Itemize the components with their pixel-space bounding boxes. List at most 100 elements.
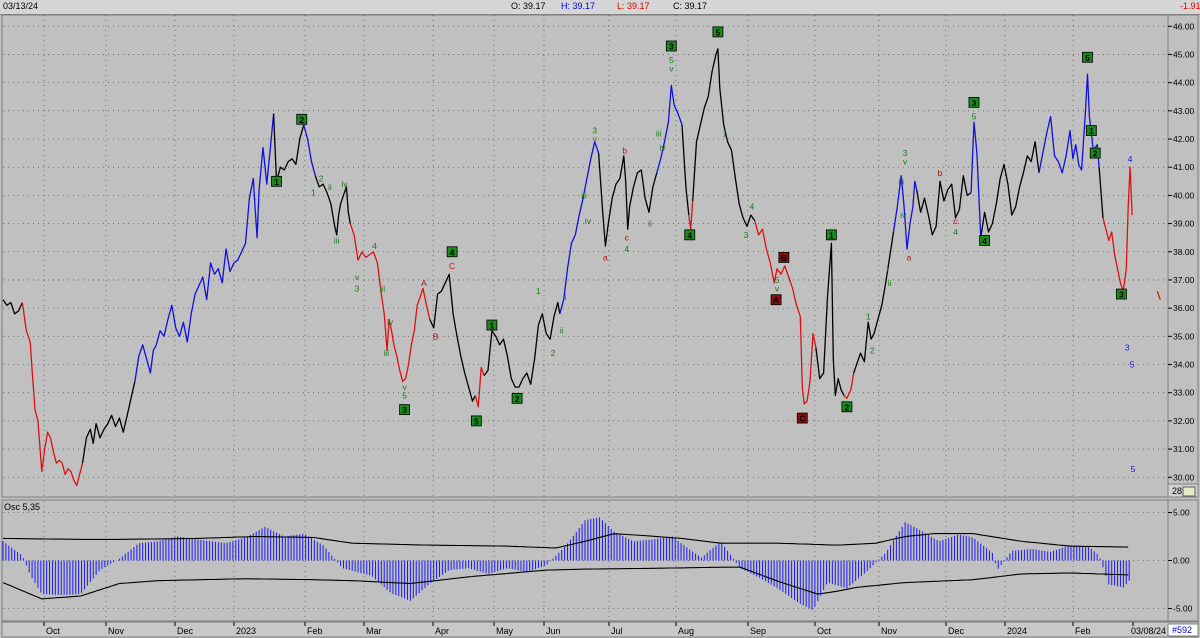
wave-label: 1 (866, 312, 871, 322)
wave-label: 5 (669, 55, 674, 65)
price-line-segment (1098, 167, 1104, 218)
price-tick-label: 39.00 (1173, 219, 1195, 229)
wave-label: 1 (311, 188, 316, 198)
wave-label: iii (334, 235, 340, 245)
wave-label-box (665, 40, 677, 52)
price-tick-label: 34.00 (1173, 360, 1195, 370)
price-line-segment (597, 153, 658, 247)
wave-label: c (953, 216, 958, 226)
wave-label: A (421, 278, 427, 288)
corner-grid-icon[interactable] (1182, 486, 1196, 497)
wave-label: 2 (299, 115, 304, 125)
wave-label: C (449, 261, 455, 271)
price-tick-label: 43.00 (1173, 106, 1195, 116)
price-line-segment (688, 200, 694, 230)
price-tick-label: 30.00 (1173, 472, 1195, 482)
price-line-segment (2, 299, 23, 315)
quote-date: 03/13/24 (3, 1, 39, 11)
wave-label-box (1082, 51, 1093, 63)
price-line-segment (81, 381, 136, 464)
wave-label: 2 (1093, 149, 1098, 159)
wave-label: 2 (845, 402, 850, 412)
price-panel (1, 14, 1169, 498)
date-tick-label: Oct (46, 626, 61, 636)
wave-label: ii (328, 182, 332, 192)
osc-tick-label: 5.00 (1173, 508, 1190, 518)
wave-label: 4 (982, 236, 987, 246)
osc-axis (1167, 499, 1199, 622)
wave-label: 5 (1085, 53, 1090, 63)
wave-label-box (712, 26, 724, 38)
price-line-segment (483, 301, 561, 388)
wave-label: 4 (372, 241, 377, 251)
wave-label: 3 (903, 148, 908, 158)
date-tick-label: Feb (1075, 626, 1091, 636)
price-line-segment (980, 141, 1040, 238)
wave-label: 5 (474, 416, 479, 426)
wave-label: 3 (744, 230, 749, 240)
price-line-segment (559, 141, 600, 314)
wave-label-box (684, 229, 696, 241)
wave-label: v (402, 382, 407, 392)
osc-lower-band (2, 566, 1129, 600)
wave-label: A (773, 295, 779, 305)
wave-label: iv (900, 210, 907, 220)
wave-label-box (841, 401, 853, 413)
wave-label: iii (898, 176, 904, 186)
price-line-segment (853, 231, 895, 374)
wave-label: 5 (716, 27, 721, 37)
price-line-segment (970, 121, 982, 238)
wave-label: 3 (592, 126, 597, 136)
wave-label-box (486, 319, 498, 331)
osc-tick-label: 0.00 (1173, 556, 1190, 566)
wave-label: 5 (402, 391, 407, 401)
wave-label: 4 (687, 230, 692, 240)
price-line-segment (1102, 166, 1133, 292)
wave-label: 1 (1089, 126, 1094, 136)
osc-upper-band (2, 533, 1129, 549)
price-line-segment (656, 84, 683, 173)
price-tick-label: 42.00 (1173, 134, 1195, 144)
wave-label: 5 (1130, 360, 1135, 370)
wave-label: 5 (1131, 464, 1136, 474)
price-line-segment (134, 113, 275, 382)
price-tick-label: 38.00 (1173, 247, 1195, 257)
oscillator-bands (2, 533, 1129, 600)
counter-box (1167, 623, 1199, 637)
wave-label-box (778, 252, 790, 263)
wave-label: 5 (775, 275, 780, 285)
wave-label: ii (560, 326, 564, 336)
wave-label: iv (660, 142, 667, 152)
wave-label: C (799, 414, 805, 424)
wave-label: b (938, 168, 943, 178)
wave-label: 1 (829, 230, 834, 240)
wave-label: iii (383, 348, 389, 358)
price-line-segment (681, 124, 690, 216)
price-line-segment (892, 175, 918, 250)
wave-label: iii (656, 128, 662, 138)
low-value: L: 39.17 (617, 1, 650, 11)
wave-label: 3 (355, 283, 360, 293)
oscillator-bars (2, 517, 1130, 610)
price-tick-label: 33.00 (1173, 388, 1195, 398)
close-value: C: 39.17 (673, 1, 708, 11)
high-value: H: 39.17 (561, 1, 596, 11)
date-tick-label: Dec (177, 626, 194, 636)
price-tick-label: 37.00 (1173, 275, 1195, 285)
bar-counter: #592 (1172, 625, 1192, 635)
date-axis-ticks: Oct Nov Dec 2023 Feb Mar Apr May Jun Jul Aug Sep Oct… (43, 622, 1166, 636)
date-tick-label: Sep (750, 626, 766, 636)
price-line-segment (1038, 73, 1100, 174)
wave-label: iv (387, 317, 394, 327)
wave-label: v (775, 283, 780, 293)
wave-label: c (625, 233, 630, 243)
corner-value: 28 (1172, 486, 1182, 496)
wave-label: B (781, 253, 787, 263)
wave-label: ii (888, 278, 892, 288)
date-tick-label: Oct (817, 626, 832, 636)
price-line-segment (1156, 290, 1161, 300)
wave-label: 5 (972, 111, 977, 121)
